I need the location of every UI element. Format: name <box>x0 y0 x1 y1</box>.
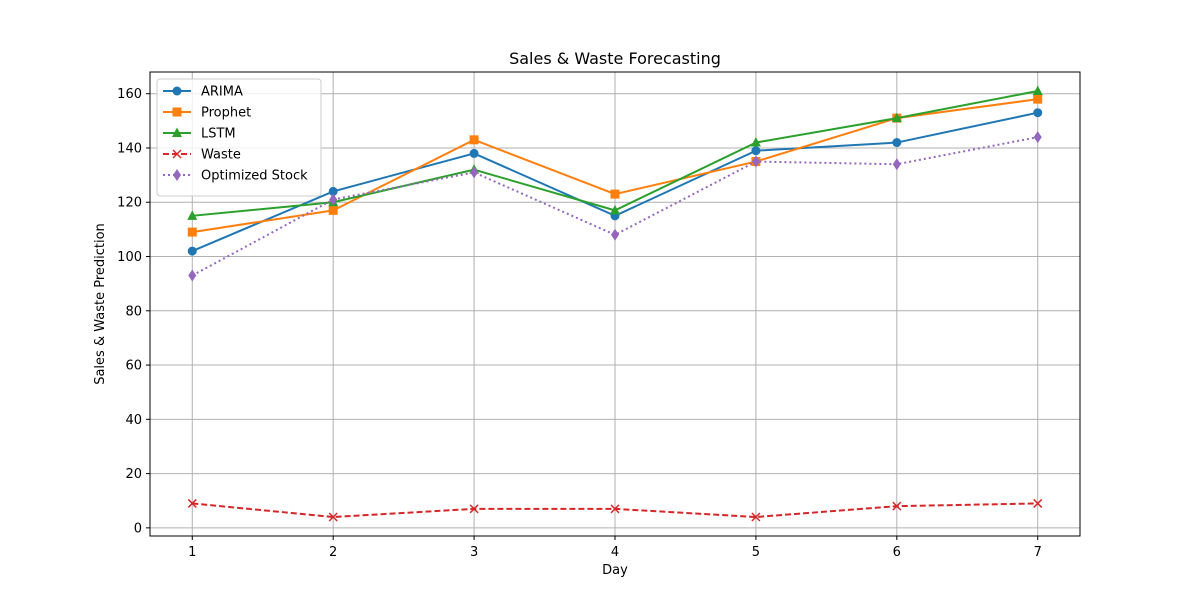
legend-item: LSTM <box>163 127 236 142</box>
data-point <box>750 137 761 147</box>
y-tick-label: 120 <box>117 196 142 211</box>
data-point <box>892 138 902 148</box>
data-point <box>328 512 338 522</box>
data-point <box>1033 108 1043 118</box>
legend-label: Waste <box>201 148 241 163</box>
y-axis-label: Sales & Waste Prediction <box>93 223 108 385</box>
data-point <box>1033 131 1042 144</box>
y-tick-label: 40 <box>125 413 142 428</box>
legend-marker <box>172 127 182 137</box>
y-tick-label: 140 <box>117 141 142 156</box>
legend-label: ARIMA <box>201 85 243 100</box>
data-point <box>751 155 760 168</box>
legend-label: Optimized Stock <box>201 169 308 184</box>
y-tick-label: 160 <box>117 87 142 102</box>
data-point <box>891 112 902 123</box>
y-tick-label: 100 <box>117 250 142 265</box>
legend-item: Waste <box>163 148 241 163</box>
data-point <box>328 186 338 196</box>
data-point <box>892 158 901 171</box>
data-point <box>1033 498 1043 508</box>
data-point <box>187 246 197 256</box>
legend-item: ARIMA <box>163 85 243 100</box>
data-point <box>188 269 197 282</box>
data-point <box>610 204 620 215</box>
data-point <box>470 166 479 179</box>
legend-marker <box>173 169 181 181</box>
legend-marker <box>172 86 182 96</box>
data-point <box>469 148 479 158</box>
legend-box <box>156 78 322 197</box>
legend: ARIMA Prophet LSTM Waste Optimized Stock <box>156 78 322 197</box>
x-tick-label: 3 <box>470 545 478 560</box>
data-point <box>187 210 198 220</box>
data-point <box>611 228 619 241</box>
y-tick-label: 0 <box>134 521 142 536</box>
series-layer <box>187 85 1043 522</box>
data-point <box>329 193 338 206</box>
data-point <box>1033 94 1043 104</box>
data-point <box>328 205 338 215</box>
legend-marker <box>172 107 182 117</box>
series-optimized-stock <box>188 131 1042 282</box>
data-point <box>187 498 197 508</box>
data-point <box>751 146 761 156</box>
y-tick-label: 60 <box>125 359 142 374</box>
data-point <box>610 504 620 514</box>
x-tick-label: 1 <box>188 545 196 560</box>
y-tick-label: 80 <box>125 304 142 319</box>
x-tick-label: 5 <box>752 545 760 560</box>
data-point <box>1032 85 1043 95</box>
x-tick-label: 6 <box>893 545 901 560</box>
chart-title: Sales & Waste Forecasting <box>509 49 721 68</box>
x-tick-label: 2 <box>329 545 337 560</box>
data-point <box>892 501 902 511</box>
legend-label: Prophet <box>201 106 251 121</box>
data-point <box>187 227 197 237</box>
axis-ticks: 1 2 3 4 5 6 7 0 20 40 60 80 100 120 140 160 <box>117 87 1042 560</box>
legend-marker <box>172 149 182 159</box>
legend-label: LSTM <box>201 127 236 142</box>
data-point <box>610 189 620 199</box>
data-point <box>469 135 479 145</box>
data-point <box>751 512 761 522</box>
x-tick-label: 4 <box>611 545 619 560</box>
legend-item: Optimized Stock <box>163 169 308 184</box>
legend-item: Prophet <box>163 106 251 121</box>
data-point <box>469 504 479 514</box>
x-axis-label: Day <box>602 563 628 578</box>
x-tick-label: 7 <box>1034 545 1042 560</box>
grid-lines <box>150 72 1080 536</box>
series-waste <box>187 498 1043 522</box>
y-tick-label: 20 <box>125 467 142 482</box>
